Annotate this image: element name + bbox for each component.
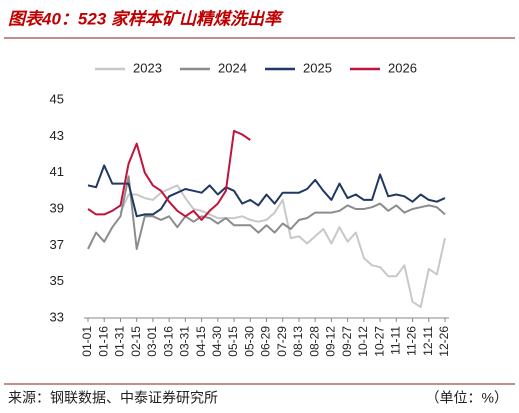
y-tick-label: 43 — [50, 128, 64, 143]
x-tick-label: 10-27 — [372, 326, 386, 357]
x-tick-label: 12-26 — [437, 326, 451, 357]
chart-title: 图表40：523 家样本矿山精煤洗出率 — [8, 9, 284, 28]
series-line — [87, 175, 446, 250]
y-tick-label: 35 — [50, 273, 64, 288]
series-line — [87, 164, 446, 218]
y-tick-label: 41 — [50, 164, 64, 179]
series-line — [87, 129, 251, 221]
legend-label: 2024 — [218, 60, 247, 75]
x-tick-label: 01-01 — [80, 326, 94, 357]
legend-label: 2026 — [388, 60, 417, 75]
x-tick-label: 05-30 — [242, 326, 256, 357]
series-line — [119, 184, 446, 309]
x-tick-label: 07-29 — [275, 326, 289, 357]
x-tick-label: 04-15 — [194, 326, 208, 357]
legend-label: 2023 — [133, 60, 162, 75]
x-tick-label: 05-15 — [226, 326, 240, 357]
legend-label: 2025 — [303, 60, 332, 75]
x-tick-label: 09-12 — [324, 326, 338, 357]
x-tick-label: 12-11 — [421, 326, 435, 356]
x-tick-label: 01-16 — [96, 326, 110, 357]
x-tick-label: 10-12 — [356, 326, 370, 357]
x-tick-label: 03-01 — [145, 326, 159, 357]
x-tick-label: 04-30 — [210, 326, 224, 357]
y-tick-label: 37 — [50, 237, 64, 252]
y-tick-label: 39 — [50, 200, 64, 215]
x-tick-label: 06-29 — [259, 326, 273, 357]
x-tick-label: 11-26 — [405, 326, 419, 356]
unit-note: （单位：%） — [426, 390, 508, 406]
x-tick-label: 01-31 — [113, 326, 127, 357]
x-tick-label: 02-15 — [129, 326, 143, 357]
x-tick-label: 03-31 — [178, 326, 192, 357]
x-tick-label: 11-11 — [388, 326, 402, 355]
source-note: 来源：钢联数据、中泰证券研究所 — [8, 390, 218, 406]
y-tick-label: 45 — [50, 91, 64, 106]
x-tick-label: 08-13 — [291, 326, 305, 357]
y-tick-label: 33 — [50, 309, 64, 324]
x-tick-label: 09-27 — [340, 326, 354, 357]
x-tick-label: 08-28 — [307, 326, 321, 357]
x-tick-label: 03-16 — [161, 326, 175, 357]
